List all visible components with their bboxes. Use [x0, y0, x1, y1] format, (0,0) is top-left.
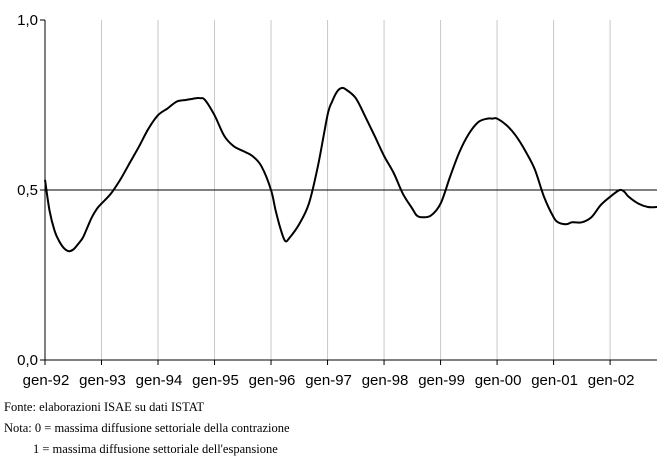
x-axis: gen-92 gen-93 gen-94 gen-95 gen-96 gen-97 gen-… — [23, 359, 657, 389]
chart-notes: Fonte: elaborazioni ISAE su dati ISTAT N… — [4, 397, 654, 460]
y-tick-label: 1,0 — [17, 12, 38, 29]
series-group — [44, 86, 657, 253]
x-tick-label: gen-96 — [249, 372, 296, 389]
x-tick-label: gen-97 — [305, 372, 352, 389]
y-axis: 0,0 0,5 1,0 — [17, 12, 46, 369]
x-tick-label: gen-00 — [475, 372, 522, 389]
x-tick-label: gen-98 — [362, 372, 409, 389]
x-tick-label: gen-99 — [418, 372, 465, 389]
x-tick-label: gen-93 — [79, 372, 126, 389]
x-tick-label: gen-92 — [23, 372, 70, 389]
line-chart: 0,0 0,5 1,0 gen-92 gen-93 gen-94 gen-95 gen-96… — [17, 12, 657, 389]
y-tick-label: 0,5 — [17, 182, 38, 199]
x-tick-label: gen-01 — [531, 372, 578, 389]
legend-note-zero: Nota: 0 = massima diffusione settoriale … — [4, 421, 290, 435]
y-tick-label: 0,0 — [17, 352, 38, 369]
source-note: Fonte: elaborazioni ISAE su dati ISTAT — [4, 400, 205, 414]
series-line-0 — [44, 86, 657, 253]
x-tick-label: gen-95 — [192, 372, 239, 389]
legend-note-one: 1 = massima diffusione settoriale dell'e… — [33, 442, 278, 456]
x-tick-label: gen-94 — [136, 372, 183, 389]
x-tick-label: gen-02 — [588, 372, 635, 389]
